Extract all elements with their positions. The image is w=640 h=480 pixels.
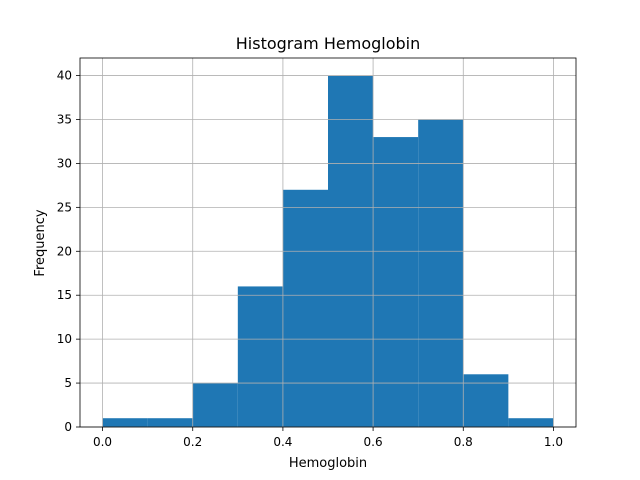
histogram-bar (192, 383, 238, 427)
histogram-bar (418, 119, 464, 427)
histogram-bar (508, 418, 554, 427)
x-tick-label: 0.8 (454, 435, 473, 449)
x-axis-label: Hemoglobin (289, 456, 367, 471)
x-tick-label: 0.4 (273, 435, 292, 449)
y-tick-label: 30 (57, 156, 72, 170)
y-tick-label: 40 (57, 69, 72, 83)
y-tick-label: 0 (64, 420, 72, 434)
x-tick-label: 0.0 (93, 435, 112, 449)
y-tick-label: 5 (64, 376, 72, 390)
y-tick-label: 10 (57, 332, 72, 346)
chart-title: Histogram Hemoglobin (236, 34, 420, 53)
x-tick-label: 0.2 (183, 435, 202, 449)
histogram-bar (147, 418, 193, 427)
x-tick-label: 1.0 (544, 435, 563, 449)
histogram-bar (463, 374, 509, 427)
histogram-bar (237, 286, 283, 427)
x-tick-label: 0.6 (364, 435, 383, 449)
histogram-bar (282, 189, 328, 427)
y-tick-label: 25 (57, 200, 72, 214)
histogram-bar (373, 137, 419, 428)
y-tick-label: 35 (57, 113, 72, 127)
y-tick-label: 15 (57, 288, 72, 302)
y-axis-label: Frequency (33, 209, 48, 276)
plot-frame (79, 57, 577, 428)
axes-layer: 0.0 0.2 0.4 0.6 0.8 1.0 0 5 10 15 20 25 30 35 40 (57, 57, 577, 449)
histogram-bar (102, 418, 148, 427)
y-tick-label: 20 (57, 244, 72, 258)
